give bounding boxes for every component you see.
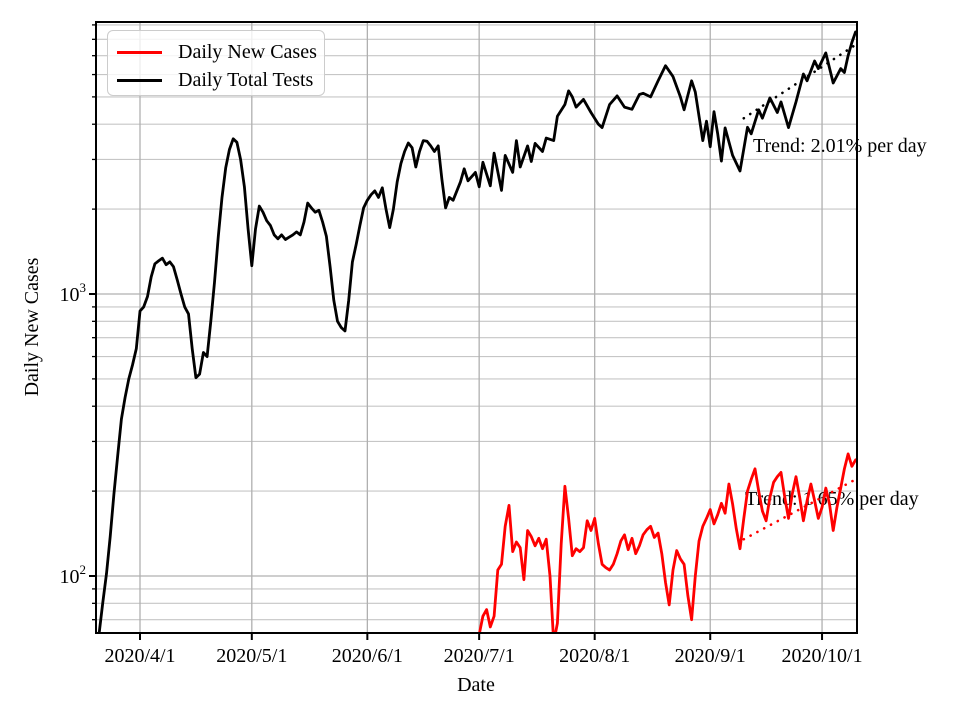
series-line-daily-total-tests (97, 30, 857, 633)
legend-line-sample-black (117, 78, 162, 82)
y-tick-label: 103 (60, 280, 87, 306)
y-tick-label: 102 (60, 562, 87, 588)
trend-line-daily-total-tests (742, 43, 857, 120)
legend: Daily New Cases Daily Total Tests (107, 30, 325, 96)
x-tick-label: 2020/6/1 (332, 645, 403, 667)
trend-annotation-tests: Trend: 2.01% per day (753, 135, 927, 157)
axis-layer: 102 103 2020/4/1 2020/5/1 2020/6/1 2020/7/1 20… (60, 21, 863, 667)
y-axis-label: Daily New Cases (21, 257, 43, 396)
trend-annotation-cases: Trend: 1.65% per day (745, 488, 919, 510)
x-axis-label: Date (457, 674, 495, 696)
legend-line-sample-red (117, 50, 162, 54)
x-tick-label: 2020/4/1 (104, 645, 175, 667)
series-line-daily-new-cases (478, 452, 857, 633)
x-tick-label: 2020/5/1 (216, 645, 287, 667)
x-tick-label: 2020/10/1 (781, 645, 862, 667)
legend-label: Daily Total Tests (178, 69, 314, 91)
data-layer (97, 30, 857, 633)
grid-layer (96, 22, 857, 633)
x-tick-label: 2020/9/1 (675, 645, 746, 667)
x-tick-label: 2020/8/1 (559, 645, 630, 667)
legend-item-daily-new-cases: Daily New Cases (108, 38, 324, 66)
plot-spines (95, 21, 858, 634)
legend-item-daily-total-tests: Daily Total Tests (108, 66, 324, 94)
legend-label: Daily New Cases (178, 41, 317, 63)
x-tick-label: 2020/7/1 (444, 645, 515, 667)
